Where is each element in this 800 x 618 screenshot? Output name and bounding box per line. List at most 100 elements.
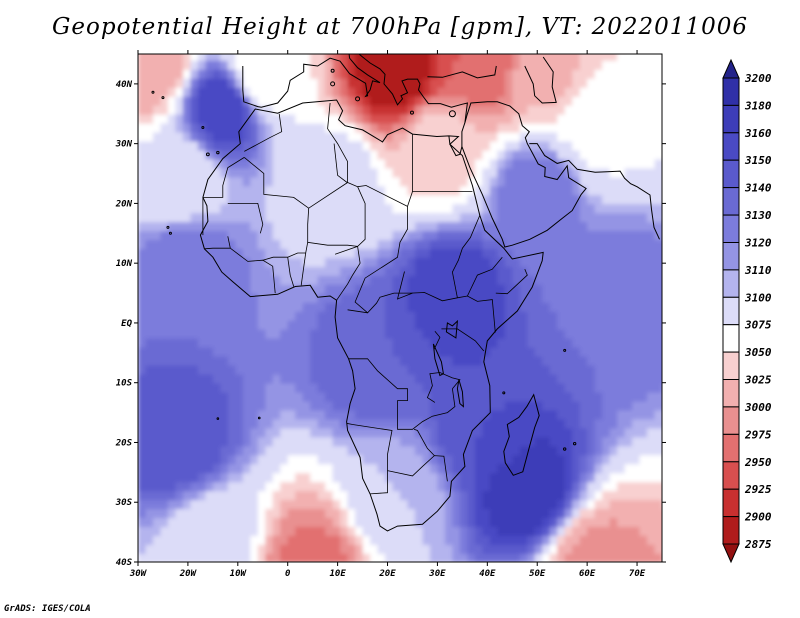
island xyxy=(448,110,456,118)
lon-tick-label: 10E xyxy=(329,569,346,579)
country-border xyxy=(327,102,348,183)
colorbar-label: 3075 xyxy=(744,319,772,332)
country-border xyxy=(495,269,528,295)
lon-tick-label: 20E xyxy=(378,569,396,579)
height-field xyxy=(138,54,662,562)
height-shading xyxy=(138,54,662,562)
country-border xyxy=(227,203,264,234)
lat-tick-label: 40S xyxy=(116,558,133,568)
island xyxy=(563,348,567,352)
colorbar-cell xyxy=(722,461,740,490)
island xyxy=(161,96,165,100)
country-border xyxy=(244,157,496,333)
colorbar-cell xyxy=(722,516,740,545)
island xyxy=(330,81,336,87)
caspian-coastline xyxy=(524,56,557,104)
colorbar-label: 2950 xyxy=(744,456,772,469)
lat-tick-label: 10S xyxy=(116,379,133,389)
lon-tick-label: 70E xyxy=(629,569,646,579)
country-border xyxy=(227,236,276,294)
colorbar-label: 3160 xyxy=(744,127,772,140)
lat-tick-label: 30S xyxy=(115,498,133,508)
colorbar-cell xyxy=(722,159,740,189)
country-border xyxy=(334,186,366,255)
lake-outline xyxy=(445,319,459,339)
lat-tick-label: 40N xyxy=(116,80,133,90)
island xyxy=(168,231,172,235)
island xyxy=(205,152,210,157)
country-border xyxy=(244,113,283,152)
lon-tick-label: 20W xyxy=(179,569,198,579)
island xyxy=(502,391,506,395)
country-border xyxy=(467,256,503,297)
colorbar-cell xyxy=(722,104,740,134)
island xyxy=(257,416,261,420)
island xyxy=(166,225,170,229)
colorbar-max-arrow xyxy=(722,58,740,79)
grads-credit: GrADS: IGES/COLA xyxy=(4,604,91,614)
colorbar-cell xyxy=(722,351,740,381)
map-title: Geopotential Height at 700hPa [gpm], VT:… xyxy=(52,14,748,40)
country-border xyxy=(300,252,307,286)
axis-ticks: 30W 20W 10W 0 10E 20E 30E 40E 50E 60E 70E 40N 30N 20N… xyxy=(115,50,666,579)
colorbar-label: 3200 xyxy=(744,72,772,85)
colorbar-label: 3050 xyxy=(744,346,772,359)
lon-tick-label: 50E xyxy=(529,569,546,579)
colorbar-label: 3025 xyxy=(744,374,772,387)
coastlines xyxy=(151,54,660,532)
colorbar-cell xyxy=(722,433,740,463)
country-border xyxy=(451,215,481,298)
lon-tick-label: 60E xyxy=(579,569,596,579)
country-border xyxy=(387,455,448,482)
colorbar-label: 3110 xyxy=(744,264,772,277)
lat-tick-label: EQ xyxy=(121,319,132,329)
country-border xyxy=(348,358,456,430)
colorbar-label: 2975 xyxy=(744,428,772,441)
colorbar-label: 3000 xyxy=(744,401,772,414)
colorbar-cell xyxy=(722,488,740,518)
colorbar-label: 3130 xyxy=(744,209,772,222)
country-border xyxy=(333,143,348,183)
lat-tick-label: 20S xyxy=(115,438,133,448)
europe-coastline xyxy=(242,54,381,108)
country-border xyxy=(433,331,441,350)
sinai-coastline xyxy=(448,135,463,157)
colorbar-cell xyxy=(722,324,740,353)
lon-tick-label: 0 xyxy=(285,569,291,579)
iran-india-coastline xyxy=(529,143,660,240)
island xyxy=(330,68,335,73)
island xyxy=(562,447,567,451)
colorbar-cell xyxy=(722,132,740,161)
island xyxy=(355,96,361,102)
lake-outline xyxy=(432,343,444,377)
country-border xyxy=(336,246,361,301)
island xyxy=(151,90,155,94)
map-frame xyxy=(137,53,663,563)
colorbar-label: 3150 xyxy=(744,154,772,167)
colorbar-label: 3140 xyxy=(744,182,772,195)
country-border xyxy=(413,428,435,456)
colorbar-cell xyxy=(722,269,740,298)
colorbar-cell xyxy=(722,242,740,271)
country-border xyxy=(307,208,310,243)
country-border xyxy=(346,422,393,495)
balkans-coastline xyxy=(358,54,468,123)
colorbar-cell xyxy=(722,296,740,326)
country-border xyxy=(202,157,245,198)
country-border xyxy=(287,257,295,287)
island xyxy=(216,150,220,155)
lake-outline xyxy=(456,379,464,408)
country-border xyxy=(441,328,485,352)
colorbar-label: 2925 xyxy=(744,483,772,496)
colorbar-label: 3120 xyxy=(744,237,772,250)
country-border xyxy=(407,191,413,207)
colorbar-cell xyxy=(722,187,740,216)
colorbar-cell xyxy=(722,214,740,244)
country-border xyxy=(347,309,368,314)
island xyxy=(216,417,220,420)
colorbar-label: 2900 xyxy=(744,511,772,524)
colorbar-cell xyxy=(722,379,740,408)
arabia-coastline xyxy=(461,101,587,248)
colorbar-label: 3100 xyxy=(744,291,772,304)
